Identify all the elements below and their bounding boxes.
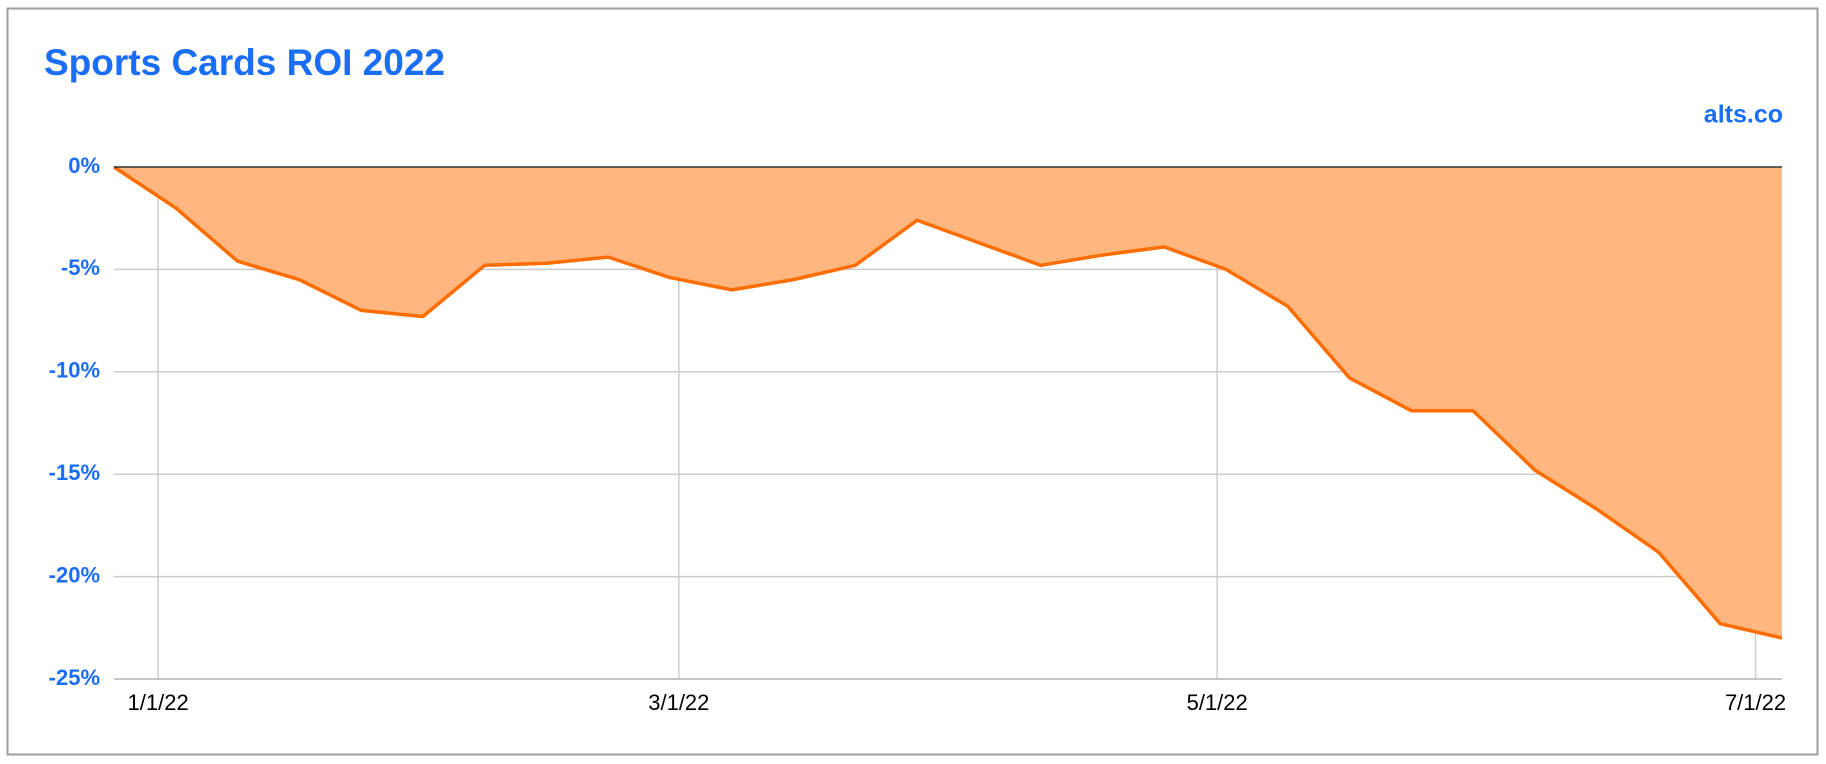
x-tick-label: 5/1/22: [1187, 690, 1248, 715]
area-fill: [114, 167, 1782, 639]
source-label: alts.co: [1704, 101, 1783, 129]
x-tick-label: 7/1/22: [1725, 690, 1786, 715]
y-tick-label: -20%: [49, 562, 100, 587]
y-tick-label: -25%: [49, 665, 100, 690]
y-tick-label: -5%: [61, 255, 100, 280]
line: [113, 165, 1783, 640]
x-tick-label: 3/1/22: [648, 690, 709, 715]
y-tick-label: -15%: [49, 460, 100, 485]
x-tick-label: 1/1/22: [128, 690, 189, 715]
y-tick-label: 0%: [68, 153, 100, 178]
y-tick-label: -10%: [49, 358, 100, 383]
chart-title: Sports Cards ROI 2022: [44, 42, 445, 83]
